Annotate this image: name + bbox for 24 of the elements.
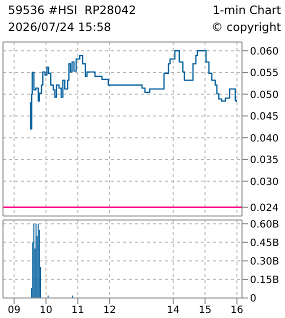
text: © copyright <box>211 20 281 34</box>
x-tick-label: 16 <box>230 305 244 316</box>
x-tick-label: 11 <box>71 305 84 316</box>
y-tick-label: 0.060 <box>250 46 279 58</box>
text: 1-min Chart <box>212 3 281 17</box>
y-tick-label: 0.15B <box>250 274 280 286</box>
x-tick-label: 15 <box>198 305 212 316</box>
y-tick-label: 0.30B <box>250 256 280 268</box>
y-tick-label: 0.045 <box>250 112 279 122</box>
x-tick-label: 09 <box>8 305 21 316</box>
x-tick-label: 14 <box>166 305 180 316</box>
x-tick-label: 10 <box>40 305 52 316</box>
chart-title: 59536 #HSI RP28042 <box>8 3 136 17</box>
y-tick-label: 0.024 <box>250 202 279 214</box>
y-tick-label: 0.60B <box>250 219 280 230</box>
y-tick-label: 0.055 <box>250 68 279 79</box>
chart-subtitle: 2026/07/24 15:58 <box>8 20 112 34</box>
x-tick-label: 12 <box>103 305 116 316</box>
y-tick-label: 0.035 <box>250 155 279 166</box>
y-tick-label: 0.050 <box>250 90 279 101</box>
y-tick-label: 0 <box>250 294 256 305</box>
y-tick-label: 0.030 <box>250 176 279 188</box>
y-tick-label: 0.45B <box>250 238 280 249</box>
y-tick-label: 0.040 <box>250 133 279 144</box>
